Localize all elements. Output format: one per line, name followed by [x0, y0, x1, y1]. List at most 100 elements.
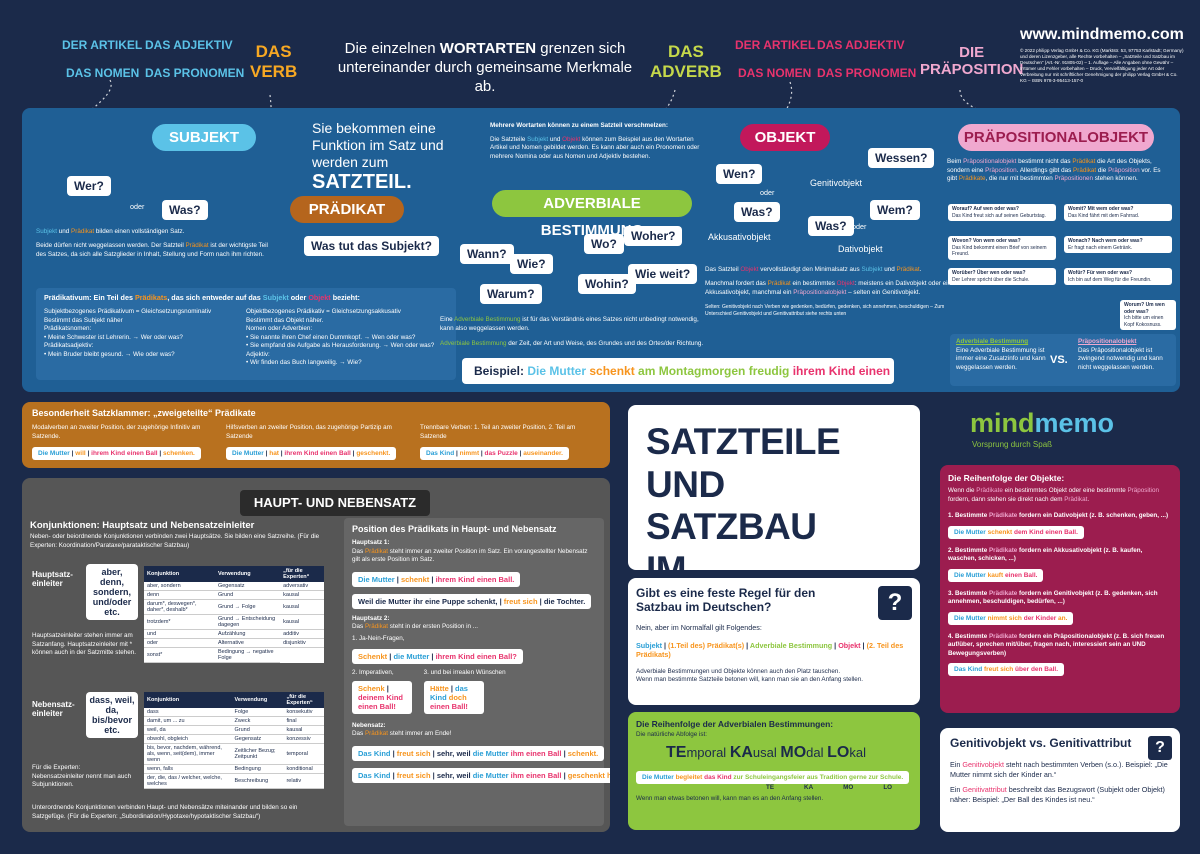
table-cell: temporal	[283, 743, 324, 765]
question-bubble: Was?	[808, 216, 854, 236]
element: Schenkt | die Mutter | ihrem Kind einen …	[352, 646, 596, 664]
element: Das Prädikat steht in der ersten Positio…	[352, 623, 596, 632]
element: Schenk | deinem Kind einen Ball! Hätte | …	[352, 680, 596, 714]
table-cell: additiv	[280, 629, 324, 639]
beispiel: Beispiel: Die Mutter schenkt am Montagmo…	[462, 358, 894, 392]
text-segment: die Tochter.	[543, 596, 586, 606]
text-segment: will	[75, 450, 86, 457]
text-segment: bezieht:	[330, 293, 360, 302]
case-label: Akkusativobjekt	[708, 232, 771, 242]
text-segment: Prädikat	[364, 547, 389, 555]
nav-label: DER ARTIKEL	[62, 38, 143, 52]
text-segment: Objekt	[562, 135, 581, 143]
header-cell: Verwendung	[214, 566, 281, 582]
text: VS.	[1050, 354, 1068, 366]
note: Hauptsatzeinleiter stehen immer am Satza…	[32, 632, 136, 656]
neben-table: Konjunktion Verwendung „für die Experten“ d…	[144, 692, 324, 789]
text: Das Präpositionalobjekt ist zwingend not…	[1078, 346, 1163, 371]
text: Mehrere Wortarten können zu einem Satzte…	[490, 122, 668, 129]
text-segment: fordern ein Akkusativobjekt (z. B. kaufe…	[948, 546, 1143, 563]
text-segment: Prädikate	[958, 175, 986, 182]
text-segment: |	[350, 450, 357, 457]
text-segment: kauft	[987, 571, 1005, 579]
table: Konjunktion Verwendung „für die Experten“ d…	[144, 692, 324, 789]
text-segment: das Kind	[704, 773, 732, 781]
text: mind	[970, 408, 1035, 438]
table-row: wenn, falls Bedingung konditional	[144, 764, 324, 774]
text-segment: : meistens ein Dativobjekt oder ein Akku…	[705, 280, 952, 296]
bubble-answer: Er fragt nach einem Getränk.	[1068, 244, 1133, 251]
text-segment: WORTARTEN	[439, 40, 537, 57]
satzklammer-box: Besonderheit Satzklammer: „zweigeteilte“…	[22, 402, 610, 468]
element: Ein Genitivattribut beschreibt das Bezug…	[950, 785, 1170, 804]
label: Hauptsatz-einleiter	[32, 570, 73, 588]
text-segment: usal	[752, 744, 781, 760]
list-item: Prädikatsnomen:	[44, 325, 92, 332]
praedikativ-left: Subjektbezogenes Prädikativum = Gleichse…	[44, 308, 234, 359]
bubble-question: Worüber? Über wen oder was?	[952, 270, 1026, 276]
element: 1. Bestimmte Prädikate fordern ein Dativ…	[948, 512, 1172, 676]
table-cell: bis, bevor, nachdem, während, als, wenn,…	[144, 743, 232, 765]
text-segment: |	[517, 450, 524, 457]
text-segment: doch	[446, 692, 467, 702]
text-segment: Prädikat	[767, 280, 791, 287]
bubble-answer: Das Kind fährt mit dem Fahrrad.	[1068, 212, 1140, 219]
table-cell: relativ	[283, 773, 324, 789]
question-bubble: Was?	[734, 202, 780, 222]
text-segment: Präpositionen	[1054, 175, 1093, 182]
table-cell: trotzdem*	[144, 614, 215, 630]
text-segment: fordern ein Genitivobjekt (z. B. gedenke…	[948, 589, 1158, 606]
table-row: oder Alternative disjunktiv	[144, 638, 324, 648]
text: Die Reihenfolge der Adverbialen Bestimmu…	[636, 719, 834, 729]
table-cell: Gegensatz	[231, 734, 284, 744]
table-cell: dass	[144, 708, 232, 717]
text-segment: Prädikate	[988, 546, 1018, 554]
bubble-question: Worauf? Auf wen oder was?	[952, 206, 1019, 212]
list-item: SATZTEILE	[646, 421, 841, 462]
text-segment: Prädikat	[71, 228, 95, 235]
klammer-example: Die Mutter | will | ihrem Kind einen Bal…	[32, 447, 201, 460]
text: DIE	[959, 44, 985, 61]
text-segment: die Art des Objekts, sondern eine	[947, 158, 1152, 174]
praeposition-label: DIE PRÄPOSITION	[920, 44, 1023, 79]
text-segment: freut sich	[396, 748, 431, 758]
table-cell: aber, sondern	[144, 582, 215, 591]
adverbiale-pill: ADVERBIALE BESTIMMUNG	[492, 190, 692, 239]
text-span: Hätte | das Kind doch einen Ball!	[424, 680, 484, 714]
objekt-text: Manchmal fordert das Prädikat ein bestim…	[705, 280, 955, 297]
adverb-label: DAS ADVERB	[650, 42, 722, 81]
text-segment: Wenn die	[948, 487, 977, 494]
text-segment: geschenkt.	[356, 450, 391, 457]
text: VERB	[250, 61, 298, 81]
element: Wenn die Prädikate ein bestimmtes Objekt…	[948, 487, 1172, 504]
text-segment: begleitet	[673, 773, 705, 781]
list-item: • Sie nannte ihren Chef einen Dummkopf. …	[246, 333, 416, 341]
text-segment: Eine	[440, 316, 455, 323]
text-segment: einen Ball.	[1045, 528, 1078, 536]
text-segment: |	[157, 450, 164, 457]
table-row: trotzdem* Grund → Entscheidung dagegen kau…	[144, 614, 324, 630]
text-segment: Hätte	[430, 683, 449, 693]
table-cell: disjunktiv	[280, 638, 324, 648]
oder: oder	[852, 222, 867, 231]
nav-label: DAS NOMEN	[66, 66, 140, 80]
text-segment: die	[1096, 166, 1109, 174]
text: Nebensatz:	[352, 721, 386, 729]
table-cell: weil, da	[144, 725, 232, 735]
satzteil-intro: Sie bekommen eine Funktion im Satz und w…	[312, 120, 487, 194]
list-item: Objektbezogenes Prädikativ = Gleichsetzu…	[246, 308, 401, 315]
text: Hauptsatz 1:	[352, 539, 390, 546]
text-segment: vor. Es gibt	[947, 166, 1161, 183]
list-item: Adverbiale Bestimmungen und Objekte könn…	[636, 667, 841, 675]
text-segment: oder	[288, 293, 309, 302]
text-segment: |	[832, 640, 839, 650]
text-segment: bilden einen vollständigen Satz.	[94, 228, 185, 235]
text-segment: , die nur mit bestimmten	[985, 175, 1055, 182]
text-segment: stehen können.	[1092, 175, 1138, 182]
text-segment: Beispiel:	[474, 364, 528, 378]
text: 3. und bei irrealen Wünschen	[423, 669, 506, 676]
objekt-order-box: Die Reihenfolge der Objekte: Wenn die Pr…	[940, 465, 1180, 713]
text-segment: ihrem Kind einen Ball	[284, 450, 351, 457]
text-segment: freut sich	[503, 596, 538, 606]
